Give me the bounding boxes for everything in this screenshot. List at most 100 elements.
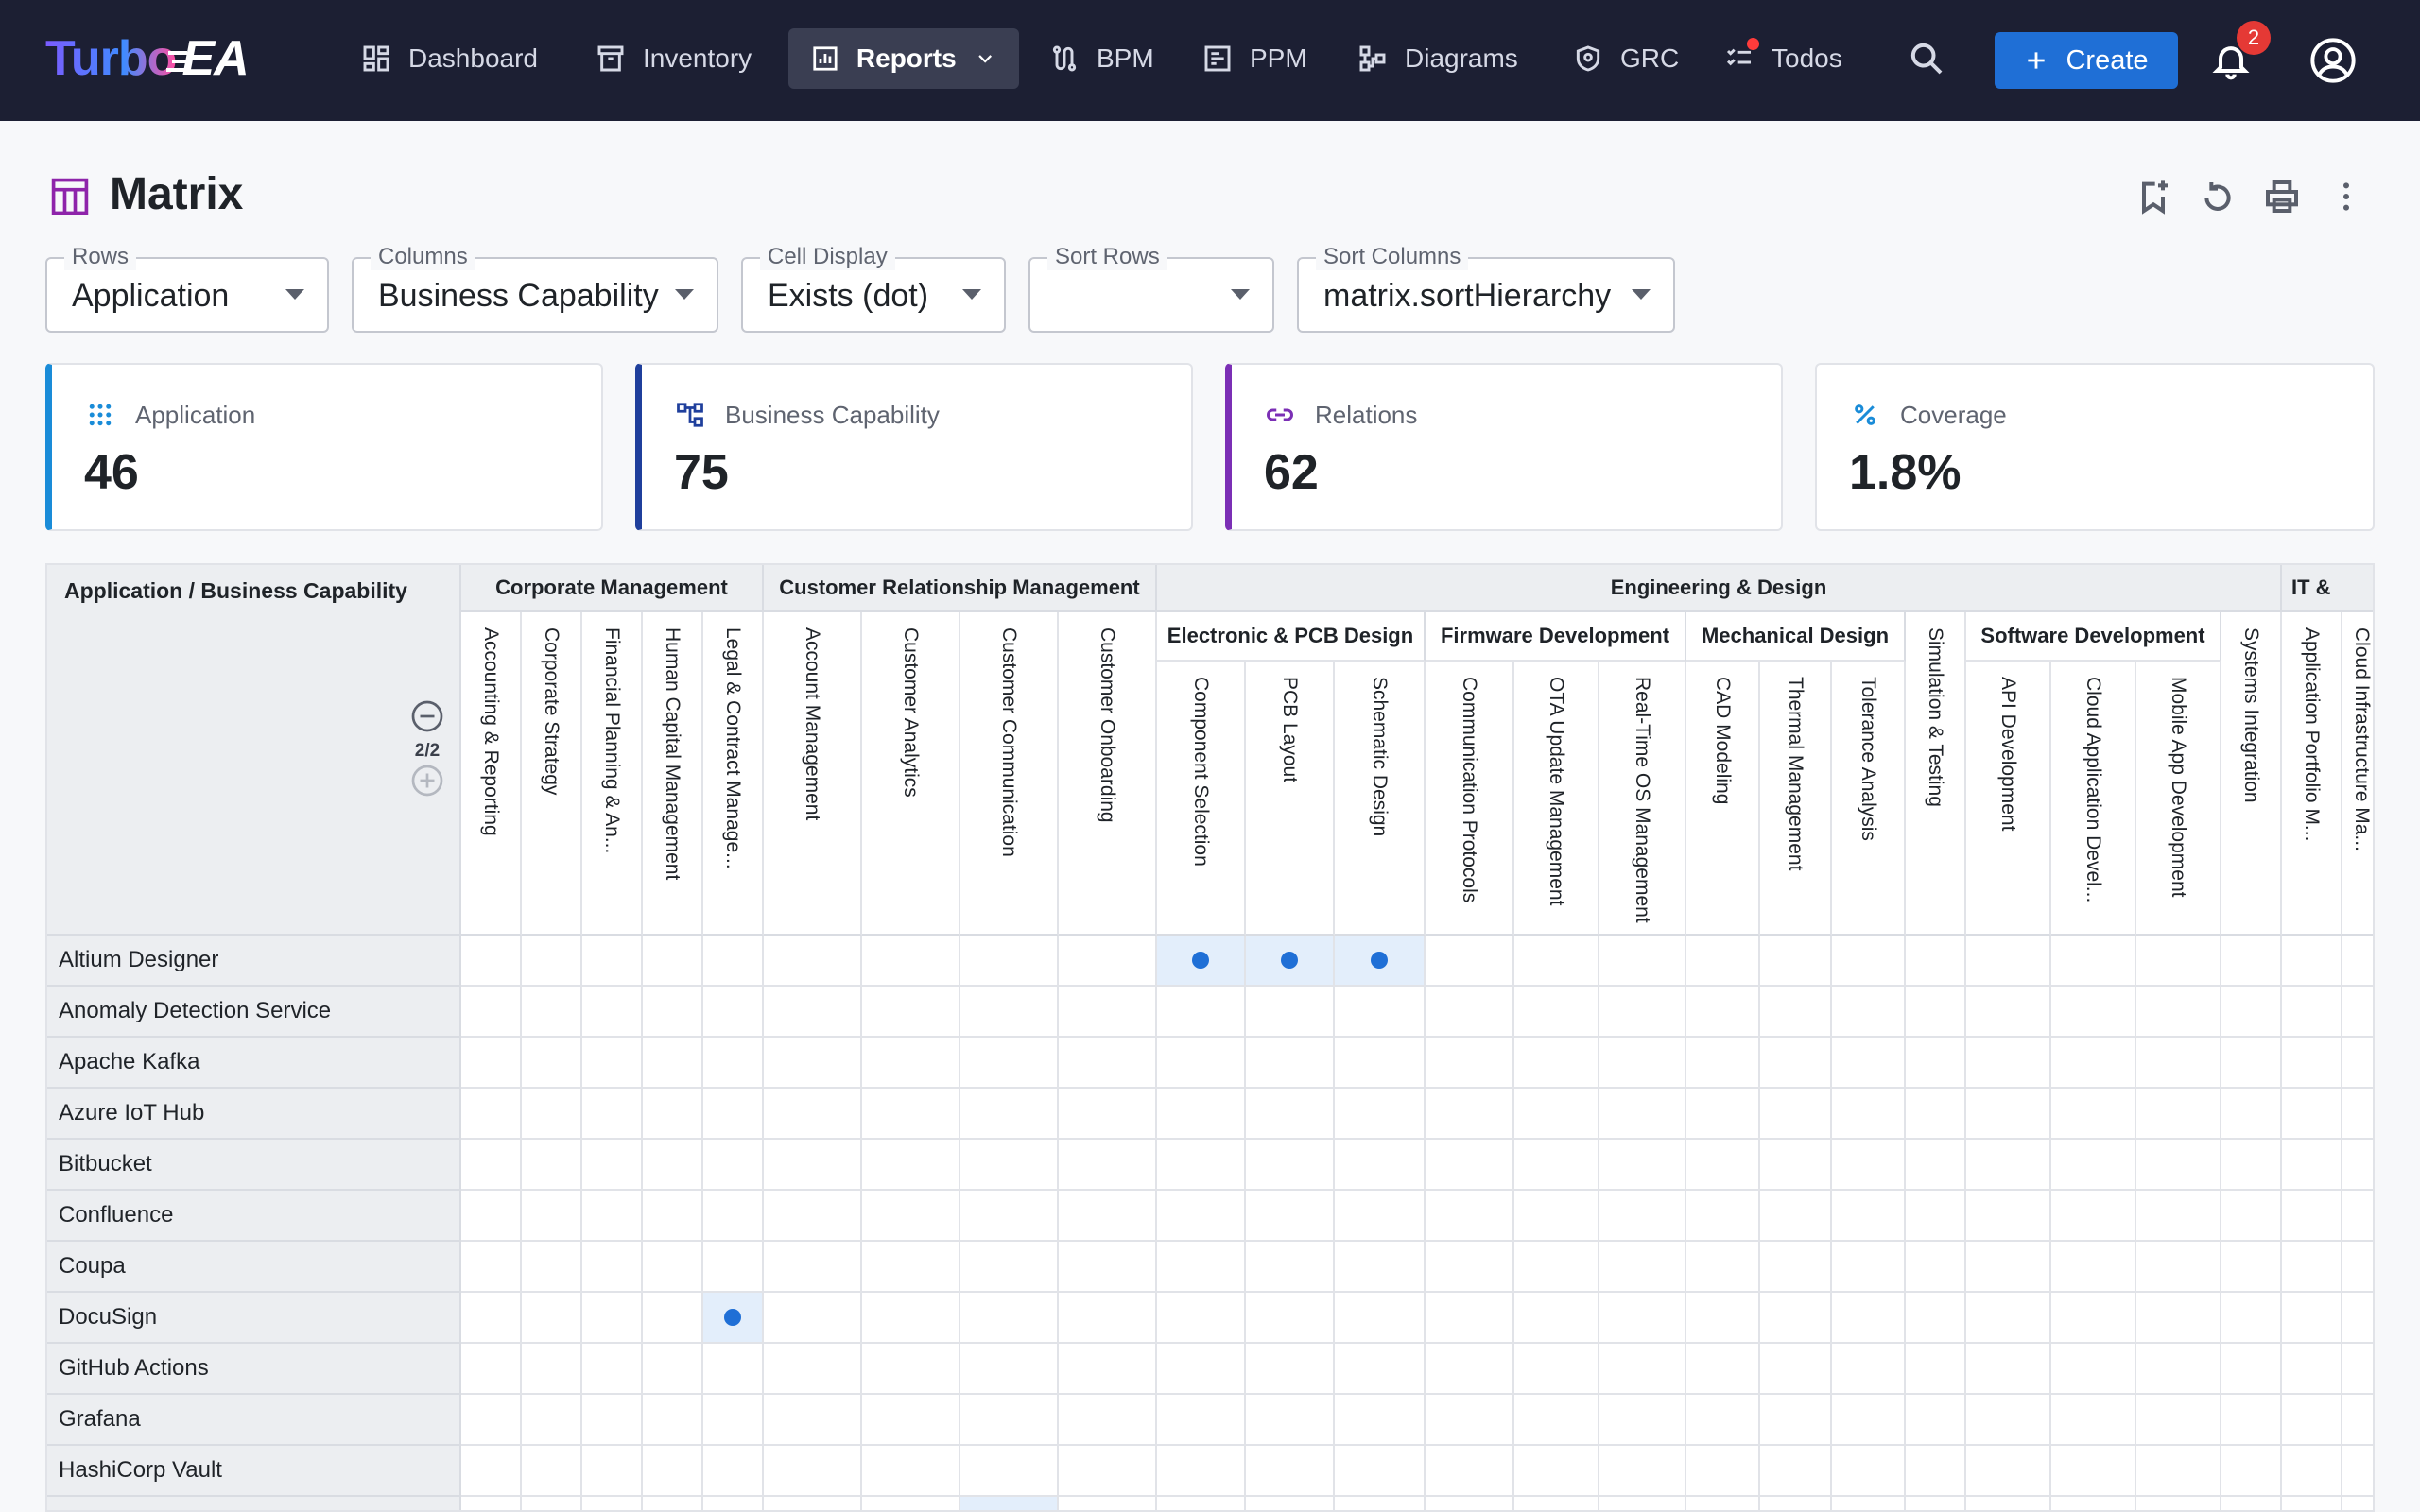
matrix-cell[interactable] [2282, 1344, 2342, 1395]
matrix-cell[interactable] [1966, 936, 2051, 987]
matrix-cell[interactable] [703, 1446, 764, 1497]
matrix-cell[interactable] [1246, 1293, 1335, 1344]
matrix-cell[interactable] [1760, 1242, 1832, 1293]
matrix-cell[interactable] [643, 1395, 703, 1446]
matrix-cell[interactable] [2342, 1140, 2373, 1191]
matrix-cell[interactable] [1426, 987, 1514, 1038]
matrix-cell[interactable] [2136, 1395, 2221, 1446]
matrix-cell[interactable] [1059, 1446, 1157, 1497]
matrix-cell[interactable] [1760, 1089, 1832, 1140]
row-header[interactable]: HashiCorp Vault [47, 1446, 461, 1497]
matrix-cell[interactable] [2342, 987, 2373, 1038]
matrix-cell[interactable] [1686, 1293, 1760, 1344]
matrix-cell[interactable] [582, 1038, 643, 1089]
matrix-cell[interactable] [1599, 1293, 1686, 1344]
column-header[interactable]: Mobile App Development [2136, 662, 2221, 936]
matrix-cell[interactable] [1335, 1497, 1426, 1510]
matrix-cell[interactable] [2342, 1497, 2373, 1510]
matrix-cell[interactable] [960, 936, 1059, 987]
nav-grc[interactable]: GRC [1550, 28, 1702, 89]
matrix-cell[interactable] [1157, 1089, 1246, 1140]
create-button[interactable]: Create [1995, 32, 2178, 89]
matrix-cell[interactable] [960, 1191, 1059, 1242]
matrix-cell[interactable] [2221, 1242, 2282, 1293]
matrix-cell[interactable] [2221, 987, 2282, 1038]
matrix-cell[interactable] [1906, 1089, 1966, 1140]
matrix-cell[interactable] [2221, 1293, 2282, 1344]
nav-todos[interactable]: Todos [1702, 28, 1865, 89]
matrix-cell[interactable] [1966, 1140, 2051, 1191]
matrix-cell[interactable] [703, 936, 764, 987]
row-header[interactable]: Azure IoT Hub [47, 1089, 461, 1140]
matrix-cell[interactable] [1426, 1038, 1514, 1089]
matrix-cell[interactable] [703, 1089, 764, 1140]
matrix-cell[interactable] [643, 1344, 703, 1395]
matrix-cell[interactable] [960, 1038, 1059, 1089]
matrix-cell[interactable] [461, 1293, 522, 1344]
column-header[interactable]: Human Capital Management [643, 612, 703, 936]
column-header[interactable]: Customer Onboarding [1059, 612, 1157, 936]
matrix-cell[interactable] [2051, 1293, 2136, 1344]
matrix-cell[interactable] [2221, 1344, 2282, 1395]
matrix-cell[interactable] [1599, 1446, 1686, 1497]
row-header[interactable]: Bitbucket [47, 1140, 461, 1191]
matrix-cell[interactable] [960, 1446, 1059, 1497]
matrix-cell[interactable] [582, 1293, 643, 1344]
column-subgroup-header[interactable]: Firmware Development [1426, 612, 1686, 662]
matrix-cell[interactable] [2136, 1191, 2221, 1242]
matrix-cell[interactable] [2136, 1242, 2221, 1293]
matrix-cell[interactable] [1514, 1344, 1599, 1395]
column-header[interactable]: Application Portfolio M... [2282, 612, 2342, 936]
matrix-cell[interactable] [1514, 1191, 1599, 1242]
matrix-cell[interactable] [960, 987, 1059, 1038]
matrix-cell[interactable] [2136, 1293, 2221, 1344]
matrix-cell[interactable] [1246, 1038, 1335, 1089]
matrix-cell[interactable] [1335, 1344, 1426, 1395]
column-header[interactable]: CAD Modeling [1686, 662, 1760, 936]
matrix-cell[interactable] [862, 1140, 960, 1191]
matrix-cell[interactable] [2221, 1395, 2282, 1446]
matrix-cell[interactable] [2051, 987, 2136, 1038]
matrix-cell[interactable] [461, 936, 522, 987]
column-header[interactable]: Cloud Application Devel... [2051, 662, 2136, 936]
nav-diagrams[interactable]: Diagrams [1335, 28, 1541, 89]
matrix-cell[interactable] [461, 1191, 522, 1242]
matrix-cell[interactable] [2051, 1344, 2136, 1395]
nav-reports[interactable]: Reports [788, 28, 1019, 89]
matrix-cell[interactable] [862, 1497, 960, 1510]
matrix-cell[interactable] [1906, 1038, 1966, 1089]
matrix-cell[interactable] [1335, 1038, 1426, 1089]
matrix-cell[interactable] [1906, 1497, 1966, 1510]
matrix-cell[interactable] [2136, 1497, 2221, 1510]
matrix-cell[interactable] [1335, 987, 1426, 1038]
matrix-cell[interactable] [1966, 1038, 2051, 1089]
matrix-cell[interactable] [862, 936, 960, 987]
matrix-cell[interactable] [1906, 1191, 1966, 1242]
matrix-cell[interactable] [1157, 1191, 1246, 1242]
matrix-cell[interactable] [1966, 1497, 2051, 1510]
matrix-cell[interactable] [522, 1446, 582, 1497]
matrix-cell[interactable] [522, 1293, 582, 1344]
matrix-cell[interactable] [1599, 1038, 1686, 1089]
matrix-cell[interactable] [2282, 1038, 2342, 1089]
sort-rows-select[interactable]: Sort Rows [1028, 244, 1274, 333]
column-group-header[interactable]: Customer Relationship Management [764, 565, 1157, 612]
matrix-cell[interactable] [1157, 1140, 1246, 1191]
matrix-cell[interactable] [1599, 936, 1686, 987]
matrix-cell[interactable] [1514, 1140, 1599, 1191]
matrix-cell[interactable] [2342, 1293, 2373, 1344]
matrix-cell[interactable] [1760, 1446, 1832, 1497]
matrix-cell[interactable] [643, 1242, 703, 1293]
matrix-cell[interactable] [1686, 1497, 1760, 1510]
column-subgroup-header[interactable]: Electronic & PCB Design [1157, 612, 1426, 662]
matrix-cell[interactable] [764, 987, 862, 1038]
matrix-cell[interactable] [1157, 987, 1246, 1038]
matrix-cell[interactable] [703, 987, 764, 1038]
nav-inventory[interactable]: Inventory [573, 28, 774, 89]
matrix-cell[interactable] [1059, 1140, 1157, 1191]
matrix-cell[interactable] [1599, 1140, 1686, 1191]
matrix-cell[interactable] [1157, 1446, 1246, 1497]
column-header[interactable]: Systems Integration [2221, 612, 2282, 936]
matrix-cell[interactable] [1246, 1140, 1335, 1191]
matrix-cell[interactable] [1686, 987, 1760, 1038]
